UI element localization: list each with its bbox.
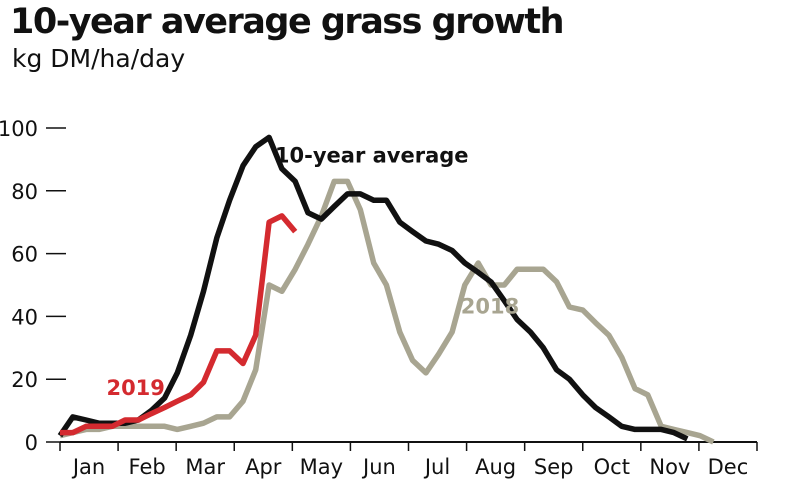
series-line-10-year-average xyxy=(57,134,689,442)
series-group xyxy=(57,134,715,445)
series-line-2018 xyxy=(59,178,715,445)
series-label-10-year-average: 10-year average xyxy=(275,144,469,168)
y-tick-label: 0 xyxy=(25,431,38,455)
y-tick-label: 60 xyxy=(11,243,38,267)
x-tick-label: Sep xyxy=(534,455,574,479)
x-tick-label: Dec xyxy=(708,455,749,479)
y-tick-label: 80 xyxy=(11,180,38,204)
y-tick-label: 40 xyxy=(11,305,38,329)
x-tick-label: Oct xyxy=(594,455,630,479)
y-tick-label: 100 xyxy=(0,117,38,141)
x-tick-label: May xyxy=(300,455,343,479)
x-tick-label: Mar xyxy=(185,455,225,479)
chart-title: 10-year average grass growth xyxy=(10,2,565,42)
chart-subtitle: kg DM/ha/day xyxy=(12,44,186,73)
x-axis: Jan Feb Mar Apr May Jun Jul Aug Sep Oct Nov Dec xyxy=(59,441,758,479)
series-label-2018: 2018 xyxy=(461,294,519,318)
x-tick-label: Jan xyxy=(71,455,105,479)
y-axis: 0 20 40 60 80 100 xyxy=(0,117,66,455)
x-tick-label: Apr xyxy=(245,455,282,479)
x-tick-label: Nov xyxy=(649,455,690,479)
series-label-2019: 2019 xyxy=(106,376,164,400)
y-tick-label: 20 xyxy=(11,368,38,392)
x-tick-label: Aug xyxy=(475,455,516,479)
x-tick-label: Feb xyxy=(129,455,166,479)
series-line-2019 xyxy=(60,213,298,436)
x-tick-label: Jun xyxy=(361,455,396,479)
x-tick-label: Jul xyxy=(423,455,450,479)
series-labels: 10-year average 2019 2018 xyxy=(106,144,519,400)
